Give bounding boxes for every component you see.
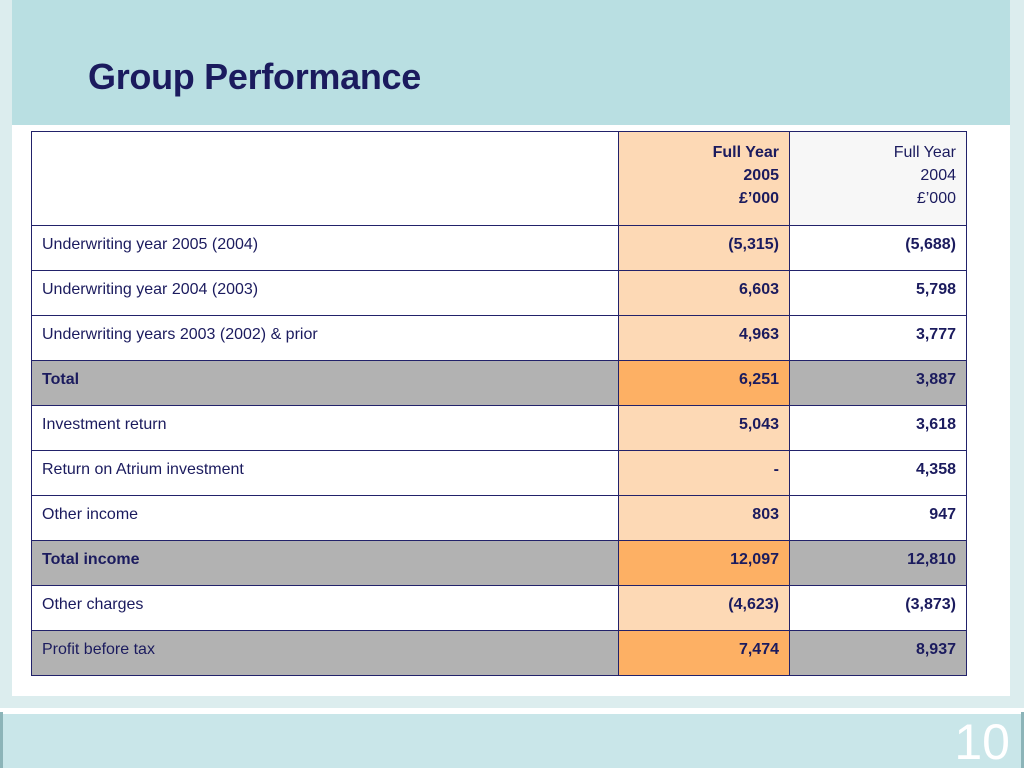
row-label: Investment return xyxy=(31,405,619,451)
table-row-other-income: Other income 803 947 xyxy=(31,495,967,541)
row-value-2004: 3,777 xyxy=(789,315,967,361)
title-band xyxy=(12,0,1010,125)
row-value-2005: - xyxy=(618,450,790,496)
row-label: Return on Atrium investment xyxy=(31,450,619,496)
page-title: Group Performance xyxy=(88,56,421,97)
row-label: Underwriting years 2003 (2002) & prior xyxy=(31,315,619,361)
table-row-investment-return: Investment return 5,043 3,618 xyxy=(31,405,967,451)
row-value-2005: 803 xyxy=(618,495,790,541)
row-value-2005: 5,043 xyxy=(618,405,790,451)
table-row-underwriting-2004: Underwriting year 2004 (2003) 6,603 5,79… xyxy=(31,270,967,316)
row-value-2005: 6,251 xyxy=(618,360,790,406)
header-2004-line-2: 2004 xyxy=(920,167,956,184)
page-number: 10 xyxy=(954,714,1010,768)
row-value-2005: (5,315) xyxy=(618,225,790,271)
row-value-2005: (4,623) xyxy=(618,585,790,631)
row-value-2005: 6,603 xyxy=(618,270,790,316)
footer-band xyxy=(0,712,1024,768)
footer-edge-left xyxy=(0,712,3,768)
row-label: Other charges xyxy=(31,585,619,631)
row-label: Profit before tax xyxy=(31,630,619,676)
row-label: Total income xyxy=(31,540,619,586)
row-label: Underwriting year 2004 (2003) xyxy=(31,270,619,316)
row-value-2005: 12,097 xyxy=(618,540,790,586)
header-2005-line-2: 2005 xyxy=(743,167,779,184)
header-2005-line-3: £’000 xyxy=(738,190,779,207)
header-blank-cell xyxy=(31,131,619,226)
table-header-row: Full Year 2005 £’000 Full Year 2004 £’00… xyxy=(31,131,967,226)
row-value-2004: 3,887 xyxy=(789,360,967,406)
group-performance-table: Full Year 2005 £’000 Full Year 2004 £’00… xyxy=(31,131,967,676)
table-row-profit-before-tax: Profit before tax 7,474 8,937 xyxy=(31,630,967,676)
header-full-year-2004: Full Year 2004 £’000 xyxy=(789,131,967,226)
footer-divider xyxy=(0,708,1024,712)
row-value-2004: 4,358 xyxy=(789,450,967,496)
header-2005-line-1: Full Year xyxy=(712,144,779,161)
row-value-2004: 947 xyxy=(789,495,967,541)
table-row-underwriting-2003-prior: Underwriting years 2003 (2002) & prior 4… xyxy=(31,315,967,361)
table-row-other-charges: Other charges (4,623) (3,873) xyxy=(31,585,967,631)
row-value-2005: 4,963 xyxy=(618,315,790,361)
row-value-2004: 3,618 xyxy=(789,405,967,451)
header-full-year-2005: Full Year 2005 £’000 xyxy=(618,131,790,226)
footer-edge-right xyxy=(1021,712,1024,768)
header-2004-line-1: Full Year xyxy=(893,144,956,161)
header-2004-line-3: £’000 xyxy=(916,190,956,207)
table-row-underwriting-2005: Underwriting year 2005 (2004) (5,315) (5… xyxy=(31,225,967,271)
table-row-atrium-investment: Return on Atrium investment - 4,358 xyxy=(31,450,967,496)
row-label: Other income xyxy=(31,495,619,541)
row-value-2004: 8,937 xyxy=(789,630,967,676)
row-value-2004: 12,810 xyxy=(789,540,967,586)
row-value-2005: 7,474 xyxy=(618,630,790,676)
row-value-2004: (5,688) xyxy=(789,225,967,271)
row-label: Total xyxy=(31,360,619,406)
row-value-2004: (3,873) xyxy=(789,585,967,631)
table-row-total-income: Total income 12,097 12,810 xyxy=(31,540,967,586)
row-value-2004: 5,798 xyxy=(789,270,967,316)
row-label: Underwriting year 2005 (2004) xyxy=(31,225,619,271)
table-row-total: Total 6,251 3,887 xyxy=(31,360,967,406)
